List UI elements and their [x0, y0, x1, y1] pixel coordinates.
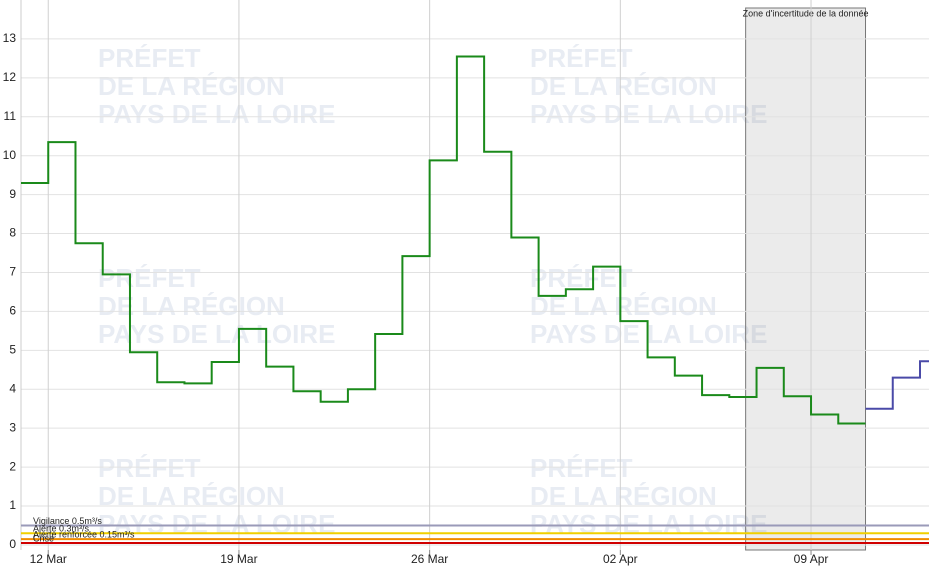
watermark: PAYS DE LA LOIRE	[98, 319, 335, 349]
y-tick-label: 12	[3, 70, 17, 84]
watermark: PRÉFET	[98, 263, 201, 293]
step-line	[865, 360, 929, 410]
watermark: PRÉFET	[530, 453, 633, 483]
x-tick-label: 02 Apr	[603, 552, 638, 566]
watermark: PRÉFET	[98, 43, 201, 73]
threshold-label: Vigilance 0.5m³/s	[33, 516, 102, 526]
uncertainty-zone	[745, 7, 867, 551]
watermark: PRÉFET	[530, 263, 633, 293]
y-tick-label: 1	[9, 498, 16, 512]
y-tick-label: 13	[3, 31, 17, 45]
watermark: PRÉFET	[530, 43, 633, 73]
y-tick-label: 3	[9, 420, 16, 434]
y-tick-label: 7	[9, 265, 16, 279]
watermark: PAYS DE LA LOIRE	[530, 319, 767, 349]
watermark: PAYS DE LA LOIRE	[530, 509, 767, 539]
annotation: Zone d'incertitude de la donnée	[743, 8, 869, 18]
watermark: PAYS DE LA LOIRE	[530, 99, 767, 129]
y-tick-label: 5	[9, 342, 16, 356]
watermark: PRÉFET	[98, 453, 201, 483]
y-tick-label: 11	[4, 109, 17, 123]
y-tick-label: 10	[3, 148, 17, 162]
y-tick-label: 6	[9, 304, 16, 318]
x-tick-label: 09 Apr	[794, 552, 829, 566]
y-tick-label: 8	[9, 226, 16, 240]
y-tick-label: 2	[9, 459, 16, 473]
y-tick-label: 9	[9, 187, 16, 201]
y-tick-label: 0	[9, 537, 16, 551]
threshold-label: Alerte 0.3m³/s	[33, 524, 90, 534]
x-tick-label: 12 Mar	[30, 552, 67, 566]
watermark: PAYS DE LA LOIRE	[98, 99, 335, 129]
x-tick-label: 19 Mar	[220, 552, 257, 566]
step-line	[21, 55, 866, 425]
threshold-label: Crise	[33, 533, 54, 543]
threshold-label: Alerte renforcée 0.15m³/s	[33, 529, 135, 539]
y-tick-label: 4	[9, 381, 16, 395]
x-tick-label: 26 Mar	[411, 552, 448, 566]
watermark: DE LA RÉGION	[98, 71, 285, 101]
watermark: DE LA RÉGION	[530, 71, 717, 101]
watermark: DE LA RÉGION	[98, 291, 285, 321]
